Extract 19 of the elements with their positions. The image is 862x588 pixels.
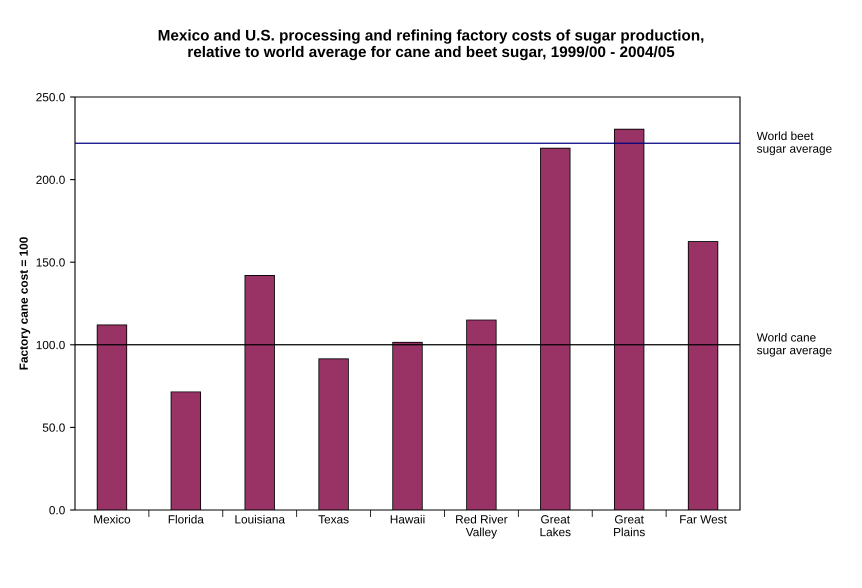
x-tick-label: Red River Valley [456, 514, 508, 539]
x-tick-label: Great Lakes [540, 515, 571, 536]
ref-line-label: World beet sugar average [756, 131, 832, 156]
y-tick-label: 50.0 [42, 423, 65, 432]
y-tick-label: 0.0 [49, 506, 65, 514]
x-tick-label: Far West [680, 515, 727, 524]
y-tick-label: 150.0 [36, 258, 65, 267]
y-tick-label: 200.0 [36, 176, 65, 184]
ref-line-label: World cane sugar average [756, 332, 832, 357]
x-tick-label: Texas [318, 515, 349, 524]
y-tick-label: 250.0 [36, 93, 65, 102]
y-tick-label: 100.0 [36, 340, 65, 350]
y-axis-title: Factory cane cost = 100 [19, 237, 30, 370]
chart-title: Mexico and U.S. processing and refining factory costs of sugar production, relative to world average for cane and beet sugar, 1999/00 - 2004/05 [158, 29, 704, 60]
x-tick-label: Hawaii [390, 514, 424, 524]
x-tick-label: Great Plains [614, 515, 645, 536]
x-tick-label: Louisiana [235, 514, 285, 524]
x-tick-label: Florida [168, 514, 204, 524]
x-tick-label: Mexico [94, 514, 130, 524]
